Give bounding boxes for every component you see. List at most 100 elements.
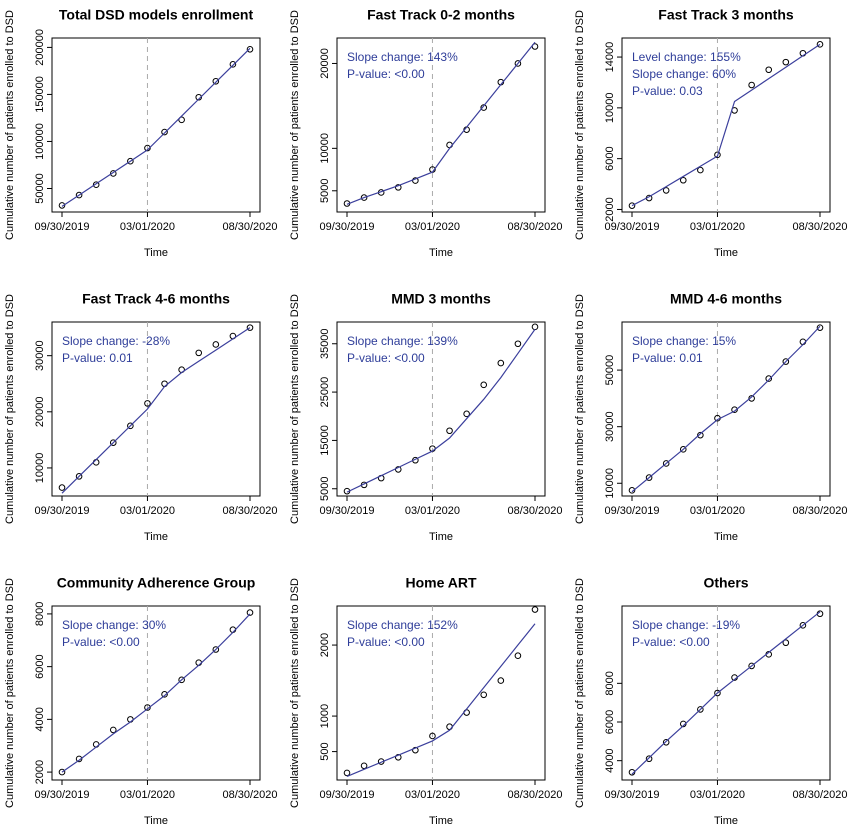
plot-frame	[336, 321, 546, 497]
plot-frame	[621, 605, 831, 781]
data-point	[480, 381, 488, 389]
y-axis-label: Cumulative number of patients enrolled t…	[574, 10, 586, 240]
data-point	[446, 427, 453, 435]
data-point	[662, 187, 670, 194]
data-point	[229, 61, 237, 68]
chart-panel: MMD 3 months Time Cumulative number of pat…	[289, 291, 563, 543]
fitted-line	[631, 611, 821, 775]
plot-frame	[336, 605, 546, 781]
x-tick-label: 09/30/2019	[604, 505, 659, 517]
plot-frame	[621, 37, 831, 213]
fitted-line	[61, 47, 251, 207]
x-tick-label: 09/30/2019	[604, 221, 659, 233]
data-point	[748, 81, 755, 89]
data-point	[662, 460, 670, 467]
chart-title: Home ART	[405, 575, 476, 591]
y-tick-label: 2000	[604, 197, 616, 221]
y-tick-label: 8000	[34, 602, 46, 626]
annotation: P-value: 0.03	[632, 84, 703, 98]
chart-panel: Community Adherence Group Time Cumulative …	[4, 575, 278, 827]
y-tick-label: 6000	[604, 710, 616, 734]
data-point	[514, 652, 522, 660]
y-tick-label: 20000	[319, 48, 331, 79]
y-tick-label: 30000	[34, 340, 46, 371]
data-point	[92, 459, 100, 466]
fitted-line	[346, 328, 536, 493]
annotation: Slope change: 30%	[62, 618, 166, 632]
x-axis-label: Time	[714, 531, 738, 543]
chart-title: Total DSD models enrollment	[59, 7, 254, 23]
data-point	[497, 359, 505, 367]
y-tick-label: 5000	[319, 477, 331, 501]
data-point	[531, 606, 539, 613]
y-tick-label: 25000	[319, 377, 331, 408]
y-tick-label: 4000	[604, 748, 616, 772]
annotation: Slope change: 152%	[347, 618, 458, 632]
data-point	[446, 141, 453, 149]
fitted-line	[61, 327, 251, 494]
x-tick-label: 08/30/2020	[507, 221, 562, 233]
chart-title: Fast Track 3 months	[658, 7, 794, 23]
annotation: Slope change: 15%	[632, 334, 736, 348]
data-point	[628, 487, 636, 494]
data-point	[144, 144, 151, 152]
data-point	[816, 324, 824, 331]
x-tick-label: 03/01/2020	[120, 789, 175, 801]
y-tick-label: 15000	[319, 425, 331, 456]
data-point	[394, 753, 402, 761]
data-point	[799, 622, 807, 629]
chart-panel: Fast Track 4-6 months Time Cumulative numb…	[4, 291, 278, 543]
data-point	[109, 439, 117, 446]
annotation: P-value: 0.01	[632, 351, 703, 365]
y-tick-label: 1000	[319, 704, 331, 728]
chart-panel: MMD 4-6 months Time Cumulative number of p…	[574, 291, 848, 543]
chart-title: MMD 3 months	[391, 291, 491, 307]
y-tick-label: 10000	[604, 93, 616, 124]
x-tick-label: 09/30/2019	[319, 221, 374, 233]
data-point	[246, 609, 254, 616]
annotation: Slope change: -19%	[632, 618, 740, 632]
x-axis-label: Time	[144, 531, 168, 543]
data-point	[463, 410, 470, 418]
data-point	[394, 184, 402, 191]
y-tick-label: 30000	[604, 411, 616, 442]
data-point	[246, 45, 254, 53]
y-tick-label: 6000	[34, 654, 46, 678]
data-point	[75, 191, 83, 199]
data-point	[212, 341, 220, 348]
x-tick-label: 09/30/2019	[319, 789, 374, 801]
data-point	[645, 755, 653, 763]
data-point	[816, 41, 824, 48]
annotation: P-value: <0.00	[632, 635, 710, 649]
x-tick-label: 08/30/2020	[792, 789, 847, 801]
x-tick-label: 08/30/2020	[222, 221, 277, 233]
fitted-line	[61, 613, 251, 773]
plot-frame	[621, 321, 831, 497]
y-axis-label: Cumulative number of patients enrolled t…	[574, 294, 586, 524]
y-tick-label: 50000	[34, 173, 46, 204]
data-point	[748, 662, 755, 670]
chart-title: Fast Track 0-2 months	[367, 7, 515, 23]
x-tick-label: 03/01/2020	[120, 505, 175, 517]
plot-frame	[336, 37, 546, 213]
x-tick-label: 09/30/2019	[34, 505, 89, 517]
y-tick-label: 2000	[319, 633, 331, 657]
x-tick-label: 09/30/2019	[319, 505, 374, 517]
data-point	[360, 194, 368, 201]
data-point	[697, 431, 704, 439]
x-tick-label: 08/30/2020	[792, 505, 847, 517]
data-point	[58, 202, 66, 209]
x-axis-label: Time	[714, 815, 738, 827]
data-point	[697, 166, 704, 174]
data-point	[161, 128, 168, 136]
annotation: Slope change: 143%	[347, 50, 458, 64]
x-tick-label: 03/01/2020	[405, 221, 460, 233]
y-axis-label: Cumulative number of patients enrolled t…	[4, 294, 16, 524]
y-tick-label: 6000	[604, 146, 616, 170]
x-axis-label: Time	[144, 247, 168, 259]
data-point	[178, 676, 185, 684]
data-point	[343, 769, 351, 777]
annotation: P-value: <0.00	[347, 351, 425, 365]
y-tick-label: 10000	[319, 133, 331, 164]
